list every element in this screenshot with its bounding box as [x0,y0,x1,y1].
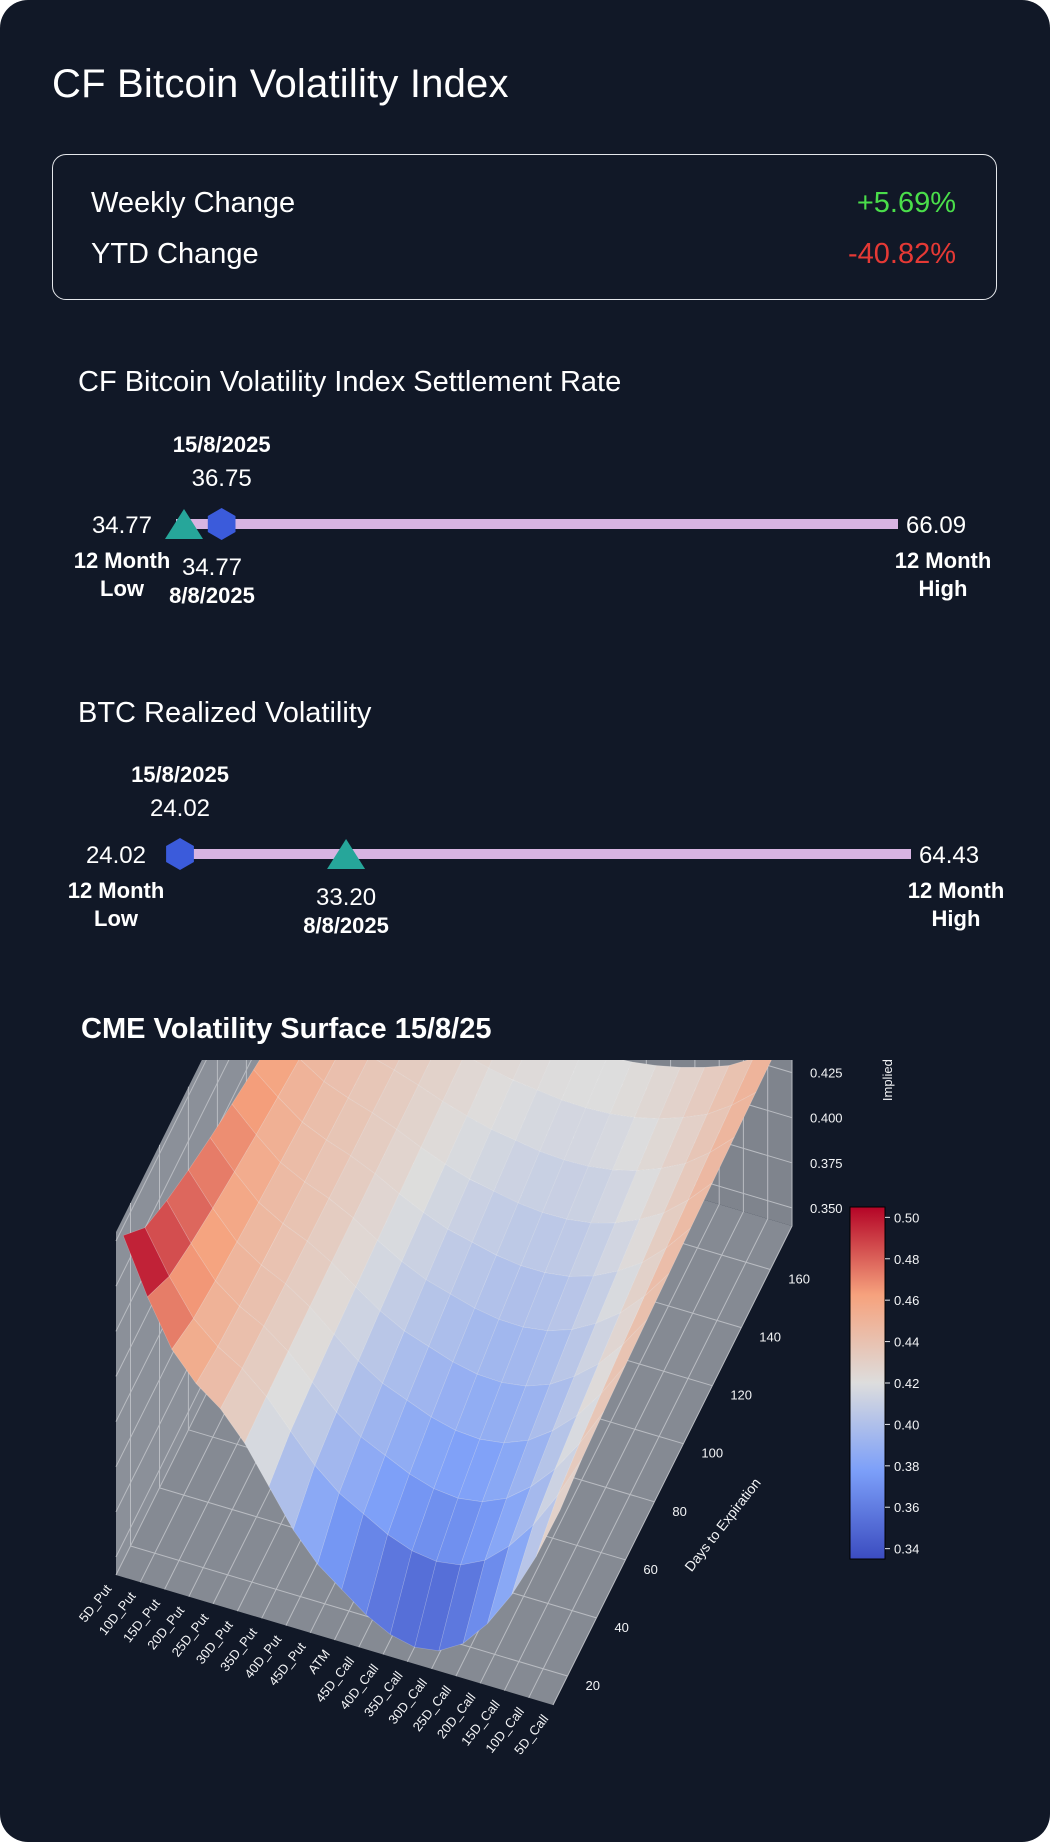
page-title: CF Bitcoin Volatility Index [52,62,509,106]
low-label-line1: 12 Month [68,878,165,903]
volatility-surface-title: CME Volatility Surface 15/8/25 [81,1013,492,1045]
colorbar-tick-label: 0.50 [894,1210,919,1225]
surface-cell [535,1458,583,1558]
ytd-change-label: YTD Change [91,237,259,270]
y-axis-label: Days to Expiration [681,1475,764,1574]
previous-week-marker [165,509,203,539]
high-label-line1: 12 Month [895,548,992,573]
colorbar-tick-label: 0.48 [894,1252,919,1267]
low-label-line1: 12 Month [74,548,171,573]
colorbar [849,1206,886,1560]
low-label-line2: Low [100,576,145,601]
colorbar-tick-label: 0.34 [894,1542,919,1557]
low-label-line2: Low [94,906,139,931]
high-label-line2: High [932,906,981,931]
y-tick-label: 40 [614,1620,628,1635]
realized-volatility-title: BTC Realized Volatility [78,697,372,729]
z-tick-label: 0.425 [810,1066,843,1081]
current-week-marker [207,508,236,540]
x-tick-label: ATM [305,1647,333,1677]
surface-cell [561,1060,607,1109]
surface-cell [600,1319,648,1394]
previous-week-date: 8/8/2025 [303,913,389,938]
z-axis-label: Implied Volatility [880,1060,895,1101]
settlement-rate-title: CF Bitcoin Volatility Index Settlement R… [78,366,622,398]
surface-cell [418,1060,463,1102]
current-week-date: 15/8/2025 [131,762,229,787]
low-value: 34.77 [92,512,152,539]
surface-cell [644,1227,691,1297]
colorbar-tick-label: 0.40 [894,1417,919,1432]
y-tick-label: 20 [585,1678,599,1693]
high-label-line1: 12 Month [908,878,1005,903]
previous-week-value: 34.77 [182,554,242,581]
current-week-value: 24.02 [150,795,210,822]
y-tick-label: 140 [759,1330,781,1345]
z-tick-label: 0.400 [810,1111,843,1126]
current-week-marker [166,838,194,870]
y-tick-label: 100 [701,1446,723,1461]
volatility-surface-chart: 5D_Put10D_Put15D_Put20D_Put25D_Put30D_Pu… [76,1060,919,1757]
y-tick-label: 160 [788,1272,810,1287]
z-tick-label: 0.375 [810,1156,843,1171]
colorbar-tick-label: 0.46 [894,1293,919,1308]
x-grid-line [479,1060,720,1684]
x-grid-line [552,1060,793,1706]
y-tick-label: 120 [730,1388,752,1403]
surface-cell [536,1060,580,1101]
low-value: 24.02 [86,842,146,869]
y-tick-label: 80 [672,1504,686,1519]
colorbar-tick-label: 0.44 [894,1335,919,1350]
weekly-change-row: Weekly Change +5.69% [91,183,956,223]
y-tick-label: 60 [643,1562,657,1577]
previous-week-marker [327,839,366,869]
previous-week-value: 33.20 [316,884,376,911]
realized-volatility-range-chart: 24.02 64.43 12 Month Low 12 Month High 33.208/… [68,762,1005,938]
x-grid-line [528,1060,769,1699]
colorbar-tick-label: 0.36 [894,1500,919,1515]
weekly-change-label: Weekly Change [91,186,296,219]
z-grid-line [115,1060,230,1287]
colorbar-tick-label: 0.42 [894,1376,919,1391]
surface-cell [393,1060,432,1086]
current-week-value: 36.75 [192,465,252,492]
weekly-change-value: +5.69% [856,186,956,219]
ytd-change-row: YTD Change -40.82% [91,234,956,274]
z-tick-label: 0.350 [810,1201,843,1216]
ytd-change-value: -40.82% [847,237,956,270]
change-summary-box: Weekly Change +5.69% YTD Change -40.82% [52,154,997,300]
colorbar-tick-label: 0.38 [894,1459,919,1474]
high-label-line2: High [919,576,968,601]
x-grid-line [503,1060,744,1691]
high-value: 64.43 [919,842,979,869]
z-grid-line [115,1060,207,1242]
high-value: 66.09 [906,512,966,539]
current-week-date: 15/8/2025 [173,432,271,457]
previous-week-date: 8/8/2025 [169,583,255,608]
surface-cell [512,1060,551,1091]
